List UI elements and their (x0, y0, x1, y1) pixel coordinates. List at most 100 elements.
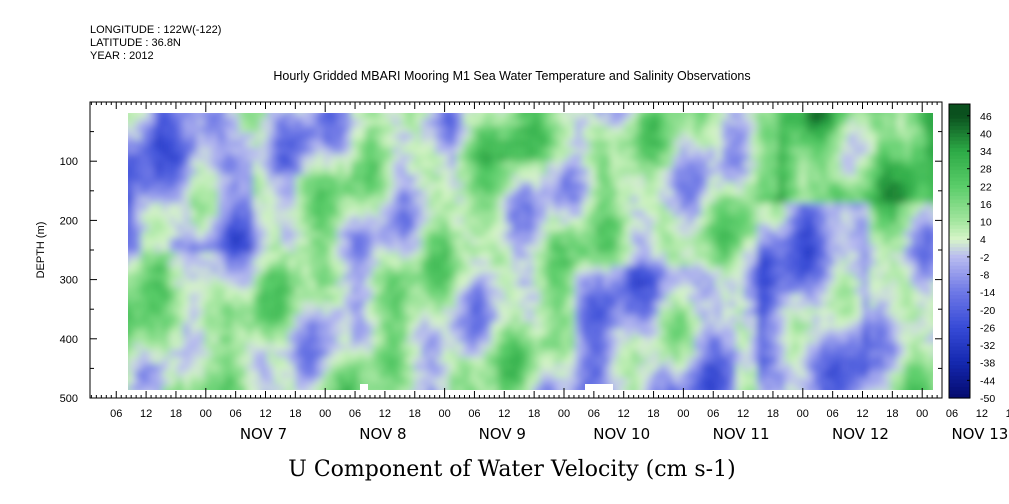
heat-cell (295, 266, 303, 274)
heat-cell (575, 329, 583, 337)
heat-cell (477, 105, 485, 113)
heat-cell (309, 140, 317, 148)
heat-cell (162, 350, 170, 358)
heat-cell (722, 161, 730, 169)
heat-cell (750, 133, 758, 141)
heat-cell (897, 350, 905, 358)
heat-cell (134, 182, 142, 190)
heat-cell (316, 315, 324, 323)
heat-cell (883, 175, 891, 183)
heat-cell (211, 119, 219, 127)
heat-cell (183, 175, 191, 183)
heat-cell (792, 364, 800, 372)
heat-cell (848, 189, 856, 197)
heat-cell (645, 252, 653, 260)
heat-cell (379, 308, 387, 316)
heat-cell (631, 301, 639, 309)
heat-cell (771, 336, 779, 344)
heat-cell (533, 371, 541, 379)
heat-cell (442, 336, 450, 344)
heat-cell (379, 203, 387, 211)
heat-cell (281, 217, 289, 225)
heat-cell (449, 140, 457, 148)
heat-cell (379, 140, 387, 148)
heat-cell (134, 140, 142, 148)
heat-cell (820, 273, 828, 281)
heat-cell (834, 126, 842, 134)
heat-cell (904, 189, 912, 197)
heat-cell (638, 161, 646, 169)
heat-cell (533, 113, 541, 120)
heat-cell (848, 287, 856, 295)
heat-cell (211, 175, 219, 183)
heat-cell (148, 189, 156, 197)
heat-cell (386, 357, 394, 365)
heat-cell (128, 259, 135, 267)
heat-cell (673, 322, 681, 330)
heat-cell (526, 168, 534, 176)
heat-cell (344, 252, 352, 260)
heat-cell (281, 189, 289, 197)
heat-cell (435, 280, 443, 288)
heat-cell (575, 140, 583, 148)
heat-cell (589, 308, 597, 316)
heat-cell (365, 392, 373, 400)
heat-cell (869, 210, 877, 218)
heat-cell (631, 161, 639, 169)
heat-cell (785, 392, 793, 400)
heat-cell (470, 252, 478, 260)
heat-cell (638, 182, 646, 190)
heat-cell (162, 343, 170, 351)
heat-cell (715, 182, 723, 190)
heat-cell (449, 357, 457, 365)
heat-cell (736, 224, 744, 232)
heat-cell (771, 350, 779, 358)
heat-cell (288, 280, 296, 288)
heat-cell (841, 126, 849, 134)
heat-cell (141, 392, 149, 400)
heat-cell (365, 154, 373, 162)
heat-cell (491, 287, 499, 295)
heat-cell (190, 154, 198, 162)
heat-cell (281, 133, 289, 141)
heat-cell (687, 133, 695, 141)
heat-cell (694, 322, 702, 330)
heat-cell (645, 259, 653, 267)
heat-cell (575, 182, 583, 190)
heat-cell (792, 315, 800, 323)
heat-cell (666, 378, 674, 386)
heat-cell (645, 126, 653, 134)
heat-cell (372, 322, 380, 330)
heat-cell (778, 196, 786, 204)
heat-cell (456, 126, 464, 134)
heat-cell (463, 105, 471, 113)
heat-cell (316, 294, 324, 302)
heat-cell (260, 322, 268, 330)
heat-cell (596, 113, 604, 120)
heat-cell (764, 113, 772, 120)
heat-cell (687, 294, 695, 302)
heat-cell (372, 336, 380, 344)
heat-cell (141, 259, 149, 267)
heat-cell (505, 175, 513, 183)
heat-cell (680, 301, 688, 309)
heat-cell (253, 140, 261, 148)
heat-cell (666, 252, 674, 260)
heat-cell (778, 168, 786, 176)
heat-cell (344, 301, 352, 309)
heat-cell (470, 294, 478, 302)
heat-cell (652, 336, 660, 344)
heat-cell (246, 113, 254, 120)
heat-cell (421, 322, 429, 330)
heat-cell (323, 189, 331, 197)
heat-cell (834, 343, 842, 351)
heat-cell (183, 217, 191, 225)
heat-cell (526, 378, 534, 386)
heat-cell (680, 168, 688, 176)
heat-cell (911, 140, 919, 148)
heat-cell (890, 231, 898, 239)
heat-cell (652, 175, 660, 183)
heat-cell (211, 287, 219, 295)
heat-cell (652, 182, 660, 190)
heat-cell (561, 189, 569, 197)
